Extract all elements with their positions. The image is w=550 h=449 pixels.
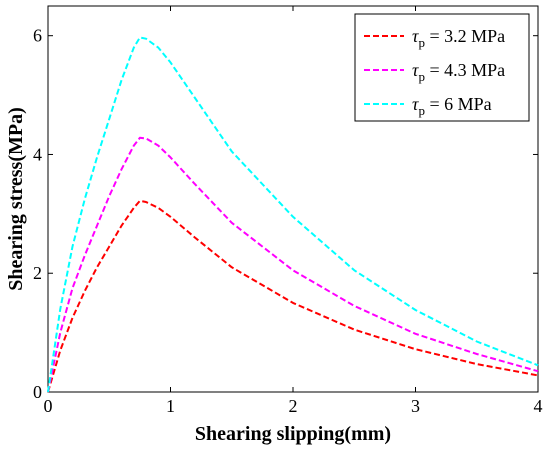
series-line-1 [47, 199, 539, 393]
series-line-3 [47, 36, 539, 393]
x-tick-label: 1 [166, 396, 175, 416]
x-tick-label: 2 [289, 396, 298, 416]
y-axis-label: Shearing stress(MPa) [5, 107, 27, 291]
series-layer [47, 36, 539, 393]
legend: τp = 3.2 MPa τp = 4.3 MPa τp = 6 MPa [354, 13, 530, 122]
x-tick-label: 4 [534, 396, 543, 416]
legend-label-1: τp = 3.2 MPa [412, 26, 505, 50]
legend-label-3: τp = 6 MPa [412, 94, 492, 118]
x-axis-label: Shearing slipping(mm) [195, 423, 391, 445]
y-tick-label: 4 [33, 144, 42, 164]
y-axis: 0 2 4 6 [33, 26, 538, 402]
x-tick-label: 0 [44, 396, 53, 416]
y-tick-label: 0 [33, 382, 42, 402]
legend-label-2: τp = 4.3 MPa [412, 60, 505, 84]
y-tick-label: 6 [33, 26, 42, 46]
x-tick-label: 3 [411, 396, 420, 416]
y-tick-label: 2 [33, 263, 42, 283]
